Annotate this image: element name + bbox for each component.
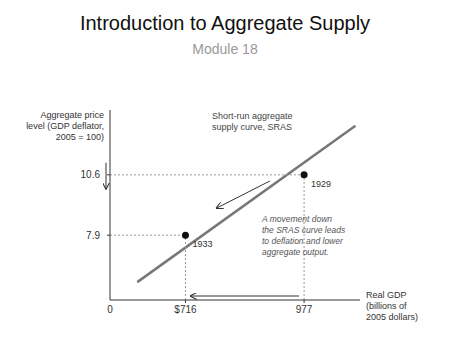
guide-line: [110, 235, 185, 236]
title: Introduction to Aggregate Supply: [80, 12, 370, 34]
annotation: A movement downthe SRAS curve leadsto de…: [261, 214, 346, 257]
x-tick: [304, 300, 305, 303]
y-tick: [107, 235, 110, 236]
x-arrow: [190, 296, 299, 297]
text-line: supply curve, SRAS: [212, 122, 292, 132]
sras-line: [137, 126, 355, 282]
x-tick-label: 977: [296, 304, 313, 315]
point: [301, 171, 308, 178]
guide-line: [110, 174, 304, 175]
subtitle: Module 18: [192, 41, 258, 57]
x-label: Real GDP(billions of2005 dollars): [366, 290, 418, 322]
y-axis: [110, 110, 111, 300]
guide-line: [185, 235, 186, 300]
text-line: level (GDP deflator,: [26, 121, 104, 131]
point-label: 1933: [192, 239, 212, 249]
text-line: aggregate output.: [262, 247, 329, 257]
y-arrow: [106, 163, 107, 189]
point-label: 1929: [311, 179, 331, 189]
y-label: Aggregate pricelevel (GDP deflator,2005 …: [26, 110, 104, 142]
point: [182, 232, 189, 239]
text-line: Real GDP: [366, 290, 407, 300]
x-tick: [185, 300, 186, 303]
text-line: Short-run aggregate: [212, 111, 293, 121]
x-axis: [110, 300, 360, 301]
sras-label: Short-run aggregatesupply curve, SRAS: [212, 111, 293, 132]
text-line: (billions of: [366, 301, 407, 311]
sras-arrow: [217, 181, 270, 208]
text-line: 0: [107, 304, 113, 315]
y-tick-label: 10.6: [81, 169, 101, 180]
y-tick-label: 7.9: [86, 230, 100, 241]
origin-label: 0: [107, 304, 113, 315]
text-line: the SRAS curve leads: [262, 225, 346, 235]
x-tick-label: $716: [174, 304, 197, 315]
text-line: 2005 dollars): [366, 312, 418, 322]
text-line: to deflation and lower: [262, 236, 344, 246]
text-line: Aggregate price: [40, 110, 104, 120]
plot-area: [110, 126, 355, 300]
chart: Introduction to Aggregate Supply Module 1…: [0, 0, 450, 338]
text-line: 2005 = 100): [56, 132, 104, 142]
y-tick: [107, 174, 110, 175]
text-line: A movement down: [261, 214, 332, 224]
